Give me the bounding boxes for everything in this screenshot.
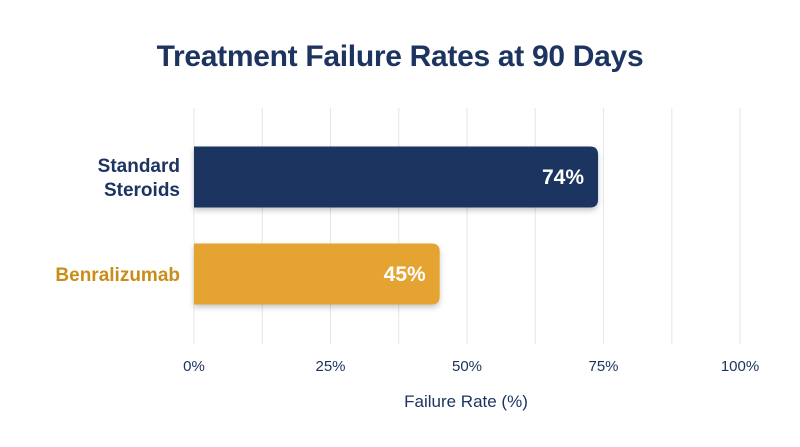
category-label: Standard Steroids xyxy=(98,156,180,201)
bar xyxy=(194,146,599,208)
x-axis-label: Failure Rate (%) xyxy=(404,392,528,411)
category-label: Benralizumab xyxy=(55,265,180,286)
x-tick-label: 75% xyxy=(588,358,618,375)
x-tick-label: 100% xyxy=(721,358,759,375)
x-tick-label: 25% xyxy=(315,358,345,375)
bar-value-label: 74% xyxy=(542,166,584,189)
bar-value-label: 45% xyxy=(384,263,426,286)
chart-title: Treatment Failure Rates at 90 Days xyxy=(156,40,644,73)
x-tick-label: 0% xyxy=(183,358,205,375)
bar xyxy=(194,243,440,305)
x-tick-label: 50% xyxy=(452,358,482,375)
